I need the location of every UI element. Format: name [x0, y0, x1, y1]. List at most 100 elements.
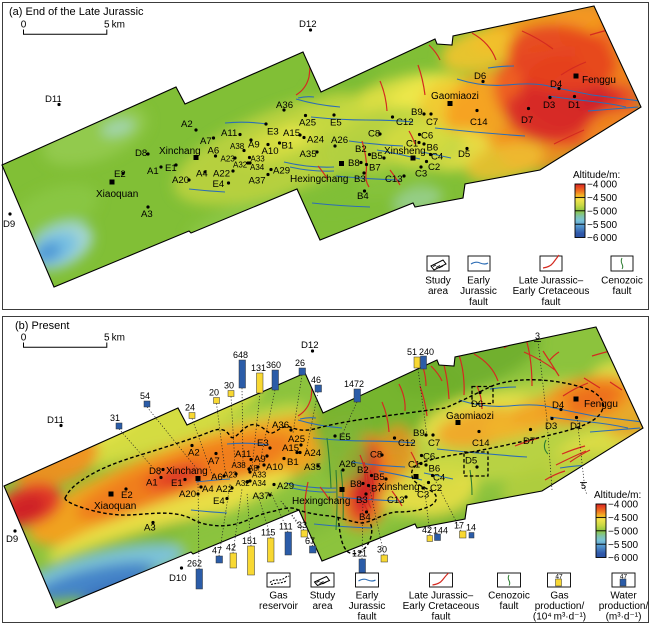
svg-text:54: 54	[140, 391, 150, 401]
svg-text:C4: C4	[431, 152, 444, 163]
svg-text:D6: D6	[471, 399, 483, 410]
svg-text:C12: C12	[398, 438, 416, 449]
svg-text:−4 000: −4 000	[587, 180, 618, 191]
svg-text:111: 111	[279, 522, 293, 532]
svg-text:33: 33	[297, 520, 307, 530]
svg-text:C2: C2	[430, 483, 442, 494]
svg-text:42: 42	[422, 525, 432, 535]
svg-text:D5: D5	[465, 456, 477, 467]
svg-text:Xinsheng: Xinsheng	[378, 482, 420, 493]
svg-text:240: 240	[419, 347, 434, 357]
svg-text:D3: D3	[543, 100, 555, 111]
svg-text:D6: D6	[474, 71, 486, 82]
svg-text:E5: E5	[339, 432, 351, 443]
svg-text:B1: B1	[287, 457, 299, 468]
svg-text:C1: C1	[406, 139, 418, 150]
svg-text:−5 000: −5 000	[587, 206, 618, 217]
svg-text:5 km: 5 km	[104, 333, 125, 344]
svg-text:Gas: Gas	[269, 591, 287, 602]
svg-text:C6: C6	[423, 452, 435, 463]
svg-text:D8: D8	[135, 148, 147, 159]
svg-text:A7: A7	[200, 136, 212, 147]
svg-text:C2: C2	[428, 162, 440, 173]
svg-text:D3: D3	[545, 421, 557, 432]
svg-text:−6 000: −6 000	[608, 553, 639, 564]
svg-text:D9: D9	[3, 219, 15, 230]
svg-text:−4 500: −4 500	[587, 193, 618, 204]
svg-text:A10: A10	[266, 462, 283, 473]
svg-text:51: 51	[407, 347, 417, 357]
svg-text:Altitude/m:: Altitude/m:	[594, 490, 641, 501]
svg-text:reservoir: reservoir	[259, 601, 299, 612]
svg-text:A26: A26	[331, 135, 348, 146]
svg-text:115: 115	[261, 528, 275, 538]
svg-text:14: 14	[466, 523, 476, 533]
svg-text:E5: E5	[330, 118, 342, 129]
svg-text:C7: C7	[428, 438, 440, 449]
svg-text:Altitude/m:: Altitude/m:	[573, 170, 620, 181]
svg-text:3: 3	[535, 331, 540, 341]
svg-text:C13: C13	[385, 174, 403, 185]
svg-text:46: 46	[311, 375, 321, 385]
svg-text:Water: Water	[610, 591, 637, 602]
svg-text:A33: A33	[251, 155, 266, 164]
svg-text:A38: A38	[230, 142, 245, 151]
svg-text:Early: Early	[356, 591, 379, 602]
svg-text:5 km: 5 km	[104, 20, 125, 31]
svg-text:A25: A25	[288, 434, 305, 445]
svg-text:A22: A22	[216, 484, 233, 495]
svg-text:A7: A7	[208, 456, 220, 467]
svg-text:24: 24	[185, 403, 195, 413]
svg-text:Late Jurassic–: Late Jurassic–	[519, 276, 584, 287]
svg-text:Cenozoic: Cenozoic	[488, 591, 530, 602]
svg-text:D10: D10	[169, 573, 187, 584]
svg-text:C4: C4	[433, 473, 446, 484]
svg-text:area: area	[428, 286, 448, 297]
svg-text:area: area	[312, 601, 332, 612]
svg-text:E2: E2	[121, 490, 133, 501]
svg-text:A22: A22	[213, 169, 230, 180]
svg-text:A2: A2	[181, 119, 193, 130]
svg-text:42: 42	[226, 543, 236, 553]
svg-text:(a) End of the Late Jurassic: (a) End of the Late Jurassic	[9, 6, 144, 18]
svg-text:B8: B8	[350, 479, 362, 490]
svg-text:C14: C14	[470, 117, 488, 128]
svg-text:Gaomiaozi: Gaomiaozi	[446, 411, 494, 422]
svg-text:(m³·d⁻¹): (m³·d⁻¹)	[606, 612, 642, 623]
svg-text:B1: B1	[282, 141, 294, 152]
svg-text:fault: fault	[542, 297, 561, 308]
svg-text:B2: B2	[357, 465, 369, 476]
svg-text:D8: D8	[149, 466, 161, 477]
svg-text:Early Cretaceous: Early Cretaceous	[513, 286, 590, 297]
svg-text:A29: A29	[277, 481, 294, 492]
svg-text:A11: A11	[221, 128, 237, 139]
svg-text:fault: fault	[358, 612, 377, 623]
svg-text:A20: A20	[172, 175, 189, 186]
svg-text:B5: B5	[371, 151, 383, 162]
svg-text:A2: A2	[188, 448, 200, 459]
svg-text:Jurassic: Jurassic	[349, 601, 386, 612]
svg-text:fault: fault	[432, 612, 451, 623]
svg-text:131: 131	[251, 363, 266, 373]
svg-text:47: 47	[212, 546, 222, 556]
svg-text:A32: A32	[233, 161, 248, 170]
svg-text:A25: A25	[299, 118, 316, 129]
svg-text:E4: E4	[213, 179, 225, 190]
svg-text:A1: A1	[147, 166, 159, 177]
svg-text:−6 000: −6 000	[587, 233, 618, 244]
svg-text:A24: A24	[304, 448, 322, 459]
svg-text:E3: E3	[267, 127, 279, 138]
svg-text:A24: A24	[307, 135, 325, 146]
svg-text:Gas: Gas	[550, 591, 568, 602]
svg-text:Jurassic: Jurassic	[460, 286, 497, 297]
svg-text:B7: B7	[369, 163, 381, 174]
svg-text:B6: B6	[427, 143, 439, 154]
svg-text:A32: A32	[236, 479, 251, 488]
svg-text:A9: A9	[254, 454, 266, 465]
svg-text:Gaomiaozi: Gaomiaozi	[431, 91, 479, 102]
svg-text:5: 5	[581, 481, 586, 491]
svg-text:D4: D4	[550, 79, 563, 90]
svg-text:1472: 1472	[344, 379, 364, 389]
svg-text:151: 151	[242, 536, 257, 546]
svg-text:−5 500: −5 500	[587, 220, 618, 231]
